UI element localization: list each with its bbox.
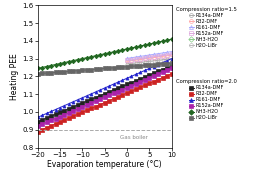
X-axis label: Evaporation temperature (°C): Evaporation temperature (°C) xyxy=(47,161,162,169)
Y-axis label: Heating PEE: Heating PEE xyxy=(11,53,20,100)
Legend: R134a-DMF, R32-DMF, R161-DMF, R152a-DMF, NH3-H2O, H2O-LiBr: R134a-DMF, R32-DMF, R161-DMF, R152a-DMF,… xyxy=(175,79,237,121)
Text: Gas boiler: Gas boiler xyxy=(120,135,148,140)
